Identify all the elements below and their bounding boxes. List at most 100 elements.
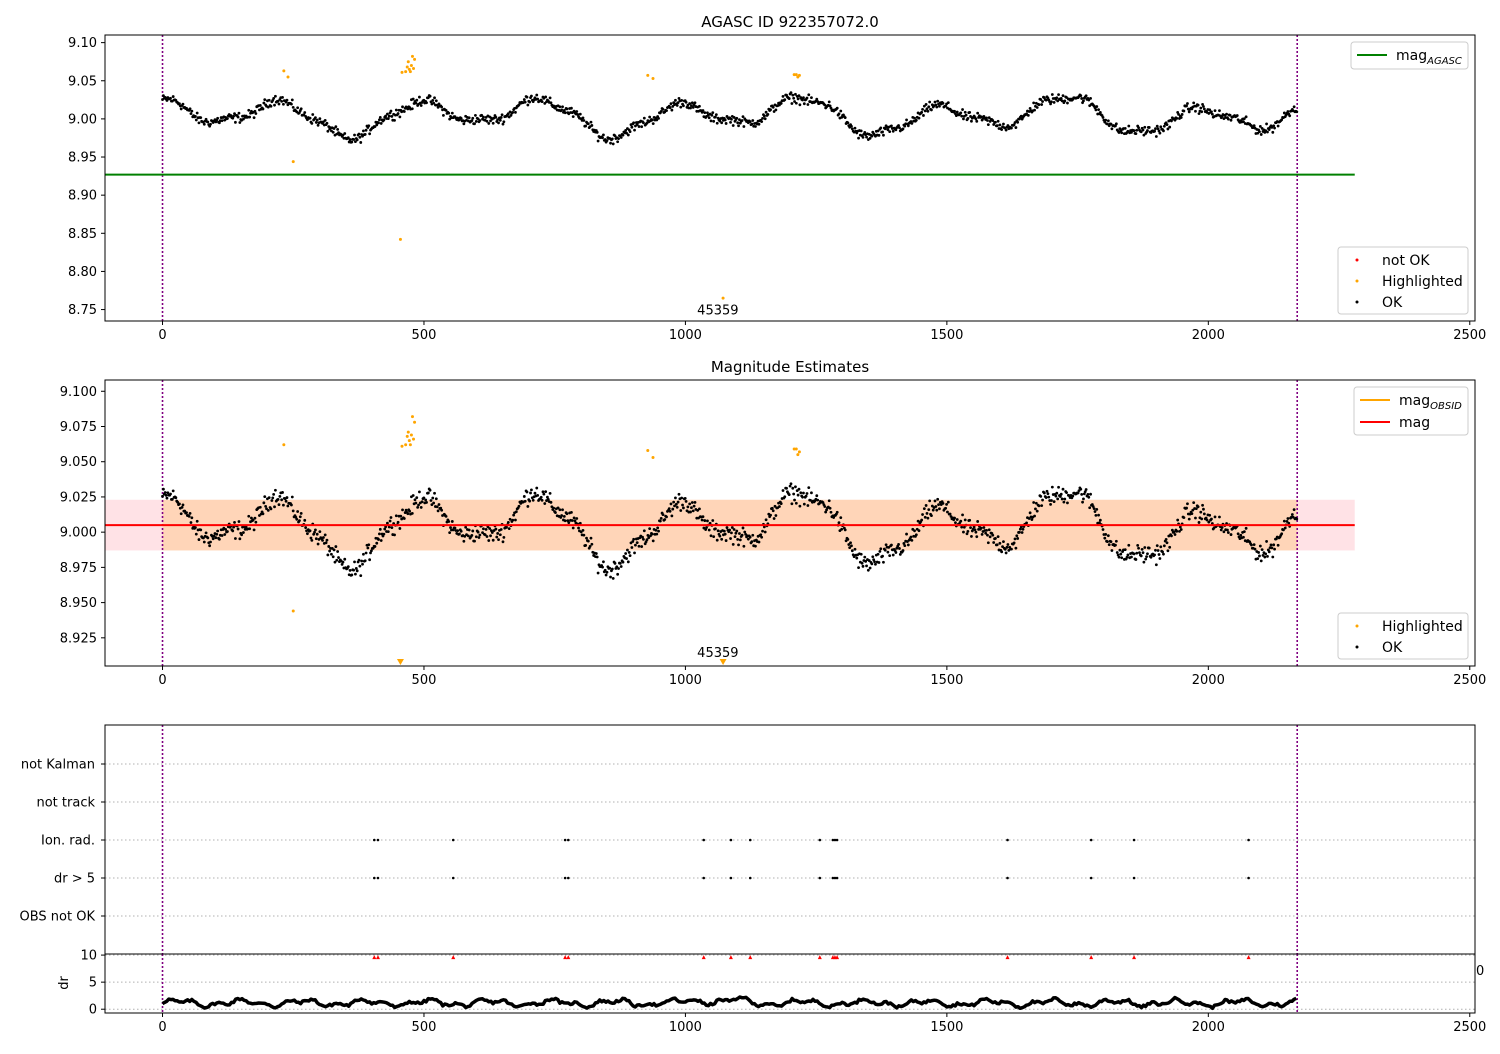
ok-point	[578, 112, 582, 116]
ok-point	[1082, 497, 1085, 501]
ok-point	[850, 549, 854, 553]
ok-point	[669, 102, 673, 106]
ok-point	[303, 518, 307, 522]
ok-point	[998, 123, 1002, 127]
ok-point	[625, 131, 628, 135]
ok-point	[655, 532, 659, 536]
ok-point	[1201, 503, 1204, 507]
ok-point	[791, 93, 795, 97]
ok-point	[577, 526, 580, 530]
ok-point	[562, 515, 566, 518]
ok-point	[763, 117, 767, 121]
ok-point	[654, 528, 658, 532]
flag-event	[563, 876, 567, 880]
ok-point	[437, 102, 441, 106]
dr-line	[161, 995, 1297, 1011]
ok-point	[1197, 521, 1201, 524]
ok-point	[1039, 98, 1043, 101]
ok-point	[310, 121, 314, 125]
ok-point	[883, 127, 887, 131]
ok-point	[1222, 530, 1226, 534]
ok-point	[742, 544, 746, 548]
ok-point	[236, 527, 240, 531]
ok-point	[474, 114, 477, 117]
ok-point	[868, 566, 872, 570]
ok-point	[963, 110, 967, 114]
highlighted-point	[721, 296, 725, 300]
ok-point	[732, 528, 736, 531]
highlighted-point	[792, 73, 796, 77]
ok-point	[794, 101, 798, 105]
ok-point	[490, 531, 494, 534]
ok-point	[401, 508, 404, 512]
ok-point	[1056, 497, 1060, 501]
ok-point	[290, 98, 294, 102]
ok-point	[308, 529, 312, 533]
ok-point	[476, 530, 480, 534]
ok-point	[720, 537, 724, 541]
ok-point	[960, 525, 964, 529]
ok-point	[428, 488, 432, 492]
highlighted-point	[405, 65, 409, 69]
ok-point	[161, 494, 164, 498]
ok-point	[1127, 543, 1131, 547]
ok-point	[711, 111, 715, 114]
ok-point	[1286, 517, 1290, 520]
ok-point	[850, 544, 853, 548]
ok-point	[902, 542, 906, 545]
ok-point	[165, 496, 169, 500]
dr-threshold-marker	[728, 955, 733, 960]
ok-point	[1205, 518, 1209, 522]
ok-point	[535, 486, 539, 490]
ok-point	[692, 504, 696, 508]
ok-point	[544, 95, 548, 99]
ok-point	[1280, 532, 1284, 536]
ok-point	[202, 536, 205, 540]
flag-event	[833, 838, 837, 842]
highlighted-point	[405, 434, 409, 438]
ok-point	[1143, 125, 1147, 129]
ok-point	[683, 497, 687, 500]
ok-point	[1141, 551, 1145, 555]
ok-point	[725, 526, 729, 529]
ok-point	[430, 503, 434, 507]
ok-point	[909, 535, 913, 539]
ok-point	[668, 509, 672, 513]
flag-event	[1247, 876, 1250, 880]
ok-point	[1114, 122, 1118, 126]
dr-threshold-marker	[748, 955, 753, 960]
ok-point	[827, 100, 831, 104]
obsid-annotation: 45359	[697, 303, 738, 318]
flag-event	[566, 876, 570, 880]
ok-point	[541, 490, 545, 494]
ok-point	[910, 538, 914, 542]
ok-point	[682, 104, 685, 108]
ok-point	[1185, 104, 1188, 108]
highlighted-point	[646, 73, 650, 77]
ok-point	[604, 573, 608, 577]
ok-point	[1295, 110, 1299, 114]
ok-point	[1135, 551, 1139, 555]
ok-point	[955, 518, 959, 521]
ok-point	[1202, 107, 1206, 111]
ok-point	[936, 99, 940, 103]
ok-point	[1178, 529, 1181, 533]
ok-point	[355, 138, 359, 142]
ok-point	[1054, 494, 1058, 498]
ok-point	[1062, 500, 1066, 504]
ok-point	[624, 129, 628, 132]
ok-point	[690, 506, 693, 510]
ok-point	[706, 111, 709, 115]
ok-point	[1225, 112, 1228, 116]
ok-point	[272, 97, 276, 100]
ok-point	[234, 537, 237, 540]
ok-point	[386, 521, 389, 525]
ok-point	[901, 127, 905, 131]
ok-point	[1118, 548, 1122, 552]
ok-point	[888, 130, 892, 134]
ok-point	[1010, 126, 1013, 130]
ok-point	[690, 101, 694, 105]
ok-point	[1092, 507, 1096, 511]
ok-point	[631, 540, 635, 543]
ok-point	[686, 103, 690, 107]
